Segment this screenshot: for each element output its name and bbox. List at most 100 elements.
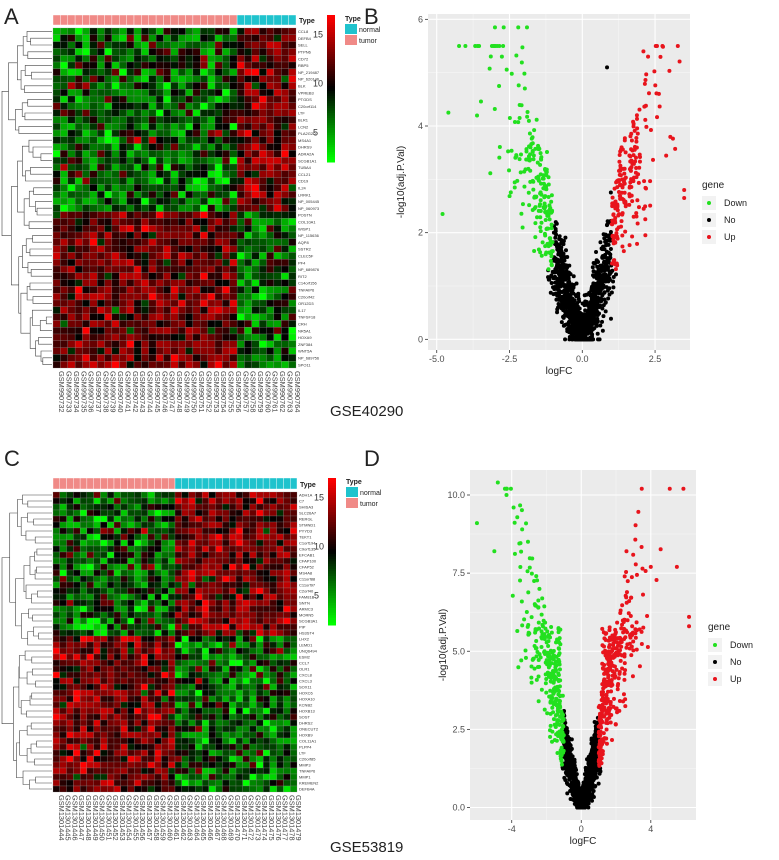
heatmap-cell	[147, 719, 155, 727]
heatmap-cell	[82, 184, 90, 192]
point-down	[528, 168, 533, 173]
heatmap-cell	[262, 593, 271, 601]
legend-label-down: Down	[724, 198, 747, 208]
heatmap-cell	[251, 354, 260, 362]
heatmap-cell	[168, 623, 176, 631]
heatmap-cell	[168, 557, 176, 565]
gene-label: PF4	[298, 260, 306, 265]
annotation-cell	[249, 477, 257, 490]
heatmap-cell	[79, 671, 88, 679]
heatmap-cell	[214, 82, 223, 90]
heatmap-cell	[200, 82, 208, 90]
heatmap-cell	[148, 225, 157, 233]
heatmap-cell	[170, 95, 179, 103]
heatmap-cell	[185, 238, 194, 246]
heatmap-cell	[215, 557, 223, 565]
heatmap-cell	[86, 503, 94, 511]
heatmap-cell	[86, 719, 94, 727]
point-no	[559, 320, 564, 325]
heatmap-cell	[222, 211, 230, 219]
colorbar-segment	[327, 44, 335, 48]
heatmap-cell	[154, 629, 162, 637]
heatmap-cell	[269, 689, 277, 697]
heatmap-cell	[141, 272, 149, 280]
heatmap-cell	[52, 129, 61, 137]
heatmap-cell	[195, 515, 203, 523]
annotation-cell	[251, 14, 260, 26]
heatmap-cell	[207, 150, 216, 158]
heatmap-cell	[207, 55, 216, 63]
heatmap-cell	[100, 539, 108, 547]
heatmap-cell	[86, 683, 94, 691]
heatmap-cell	[290, 641, 298, 649]
heatmap-cell	[104, 129, 113, 137]
heatmap-cell	[195, 539, 203, 547]
heatmap-cell	[133, 89, 142, 97]
heatmap-cell	[52, 641, 60, 649]
heatmap-cell	[181, 725, 189, 733]
heatmap-cell	[97, 340, 105, 348]
heatmap-cell	[178, 75, 186, 83]
heatmap-cell	[73, 623, 81, 631]
heatmap-cell	[52, 629, 60, 637]
heatmap-cell	[104, 347, 113, 355]
colorbar-segment	[327, 81, 335, 85]
heatmap-cell	[181, 509, 189, 517]
heatmap-cell	[60, 48, 68, 56]
heatmap-cell	[52, 683, 60, 691]
heatmap-cell	[201, 695, 210, 703]
heatmap-cell	[283, 719, 291, 727]
heatmap-cell	[174, 683, 182, 691]
heatmap-cell	[170, 109, 179, 117]
heatmap-cell	[111, 82, 120, 90]
heatmap-cell	[120, 647, 128, 655]
heatmap-cell	[170, 327, 179, 335]
heatmap-cell	[89, 313, 98, 321]
point-down	[516, 120, 521, 125]
heatmap-cell	[134, 539, 142, 547]
heatmap-cell	[236, 231, 245, 239]
heatmap-cell	[192, 306, 201, 314]
point-no	[553, 235, 558, 240]
heatmap-cell	[283, 581, 291, 589]
gene-label: DHRS9	[298, 145, 312, 150]
heatmap-cell	[52, 136, 61, 144]
heatmap-cell	[168, 575, 176, 583]
heatmap-cell	[262, 575, 271, 583]
heatmap-cell	[133, 170, 142, 178]
point-up	[635, 198, 640, 203]
point-down	[488, 171, 493, 176]
heatmap-cell	[168, 521, 176, 529]
heatmap-cell	[133, 157, 142, 165]
point-down	[508, 190, 513, 195]
heatmap-cell	[207, 197, 216, 205]
point-up	[610, 222, 615, 227]
heatmap-cell	[251, 68, 260, 76]
heatmap-cell	[181, 587, 189, 595]
heatmap-cell	[201, 653, 210, 661]
heatmap-cell	[201, 587, 210, 595]
heatmap-cell	[259, 48, 267, 56]
heatmap-cell	[127, 491, 135, 499]
heatmap-cell	[168, 497, 176, 505]
heatmap-cell	[174, 629, 182, 637]
heatmap-cell	[262, 503, 271, 511]
heatmap-cell	[154, 569, 162, 577]
heatmap-cell	[126, 245, 135, 253]
heatmap-cell	[222, 177, 230, 185]
heatmap-cell	[141, 347, 149, 355]
dendrogram-branch	[8, 62, 18, 121]
heatmap-cell	[215, 503, 223, 511]
point-up	[622, 190, 627, 195]
heatmap-cell	[222, 163, 230, 171]
heatmap-cell	[266, 129, 275, 137]
heatmap-cell	[178, 306, 186, 314]
heatmap-cell	[163, 102, 171, 110]
heatmap-cell	[283, 521, 291, 529]
heatmap-cell	[229, 557, 237, 565]
point-down	[546, 244, 551, 249]
heatmap-cell	[93, 575, 101, 583]
heatmap-cell	[74, 204, 83, 212]
heatmap-cell	[155, 75, 164, 83]
